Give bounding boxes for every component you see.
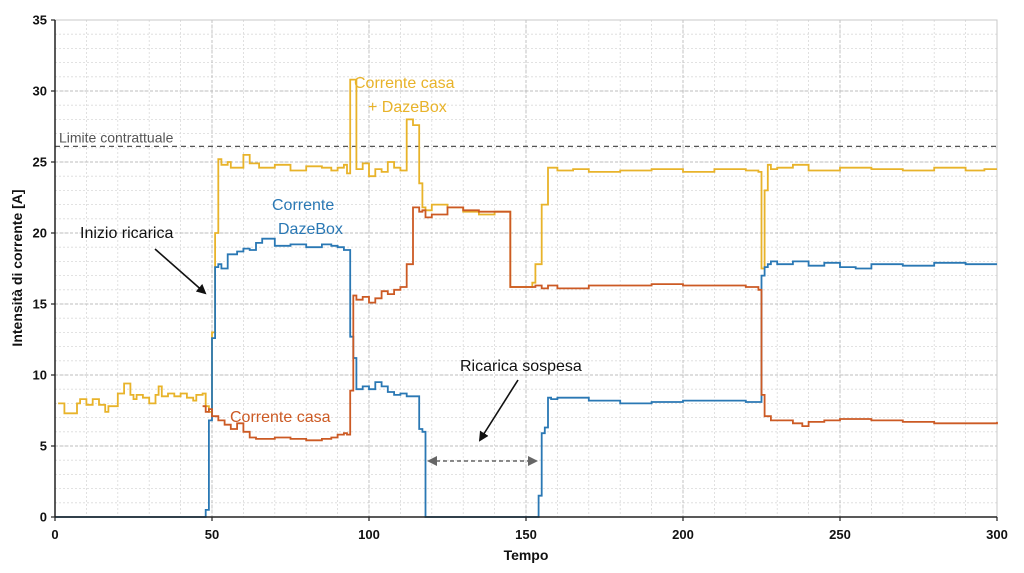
x-tick-label: 100 bbox=[358, 527, 380, 542]
series-line-corrente-dazebox bbox=[55, 237, 997, 518]
y-tick-label: 35 bbox=[33, 13, 47, 28]
y-axis-title: Intensità di corrente [A] bbox=[9, 189, 25, 346]
annotation-ricarica-sospesa: Ricarica sospesa bbox=[460, 358, 582, 375]
ricarica-sospesa-arrow bbox=[478, 379, 519, 442]
series-line-corrente-casa bbox=[202, 206, 998, 442]
annotation-corrente-casa: Corrente casa bbox=[230, 409, 331, 426]
x-ticks: 0 50 100 150 200 250 300 bbox=[51, 517, 1008, 542]
x-tick-label: 150 bbox=[515, 527, 537, 542]
y-tick-label: 30 bbox=[33, 84, 47, 99]
y-tick-label: 25 bbox=[33, 155, 47, 170]
annotation-corrente-casa-dazebox-line2: + DazeBox bbox=[368, 99, 447, 116]
y-tick-label: 5 bbox=[40, 439, 47, 454]
x-tick-label: 250 bbox=[829, 527, 851, 542]
x-tick-label: 300 bbox=[986, 527, 1008, 542]
y-ticks: 0 5 10 15 20 25 30 35 bbox=[33, 13, 55, 525]
x-tick-label: 0 bbox=[51, 527, 58, 542]
y-tick-label: 15 bbox=[33, 297, 47, 312]
y-tick-label: 0 bbox=[40, 510, 47, 525]
series-layer bbox=[55, 78, 998, 518]
x-tick-label: 200 bbox=[672, 527, 694, 542]
y-tick-label: 10 bbox=[33, 368, 47, 383]
series-line-corrente-casa-dazebox bbox=[58, 78, 997, 415]
annotation-corrente-casa-dazebox-line1: Corrente casa bbox=[354, 75, 455, 92]
annotation-corrente-dazebox-line2: DazeBox bbox=[278, 221, 343, 238]
x-axis-title: Tempo bbox=[504, 547, 549, 563]
annotation-corrente-dazebox-line1: Corrente bbox=[272, 197, 334, 214]
x-tick-label: 50 bbox=[205, 527, 219, 542]
limite-contrattuale-label: Limite contrattuale bbox=[59, 129, 174, 145]
inizio-ricarica-arrow bbox=[154, 248, 207, 295]
y-tick-label: 20 bbox=[33, 226, 47, 241]
annotation-inizio-ricarica: Inizio ricarica bbox=[80, 225, 173, 242]
